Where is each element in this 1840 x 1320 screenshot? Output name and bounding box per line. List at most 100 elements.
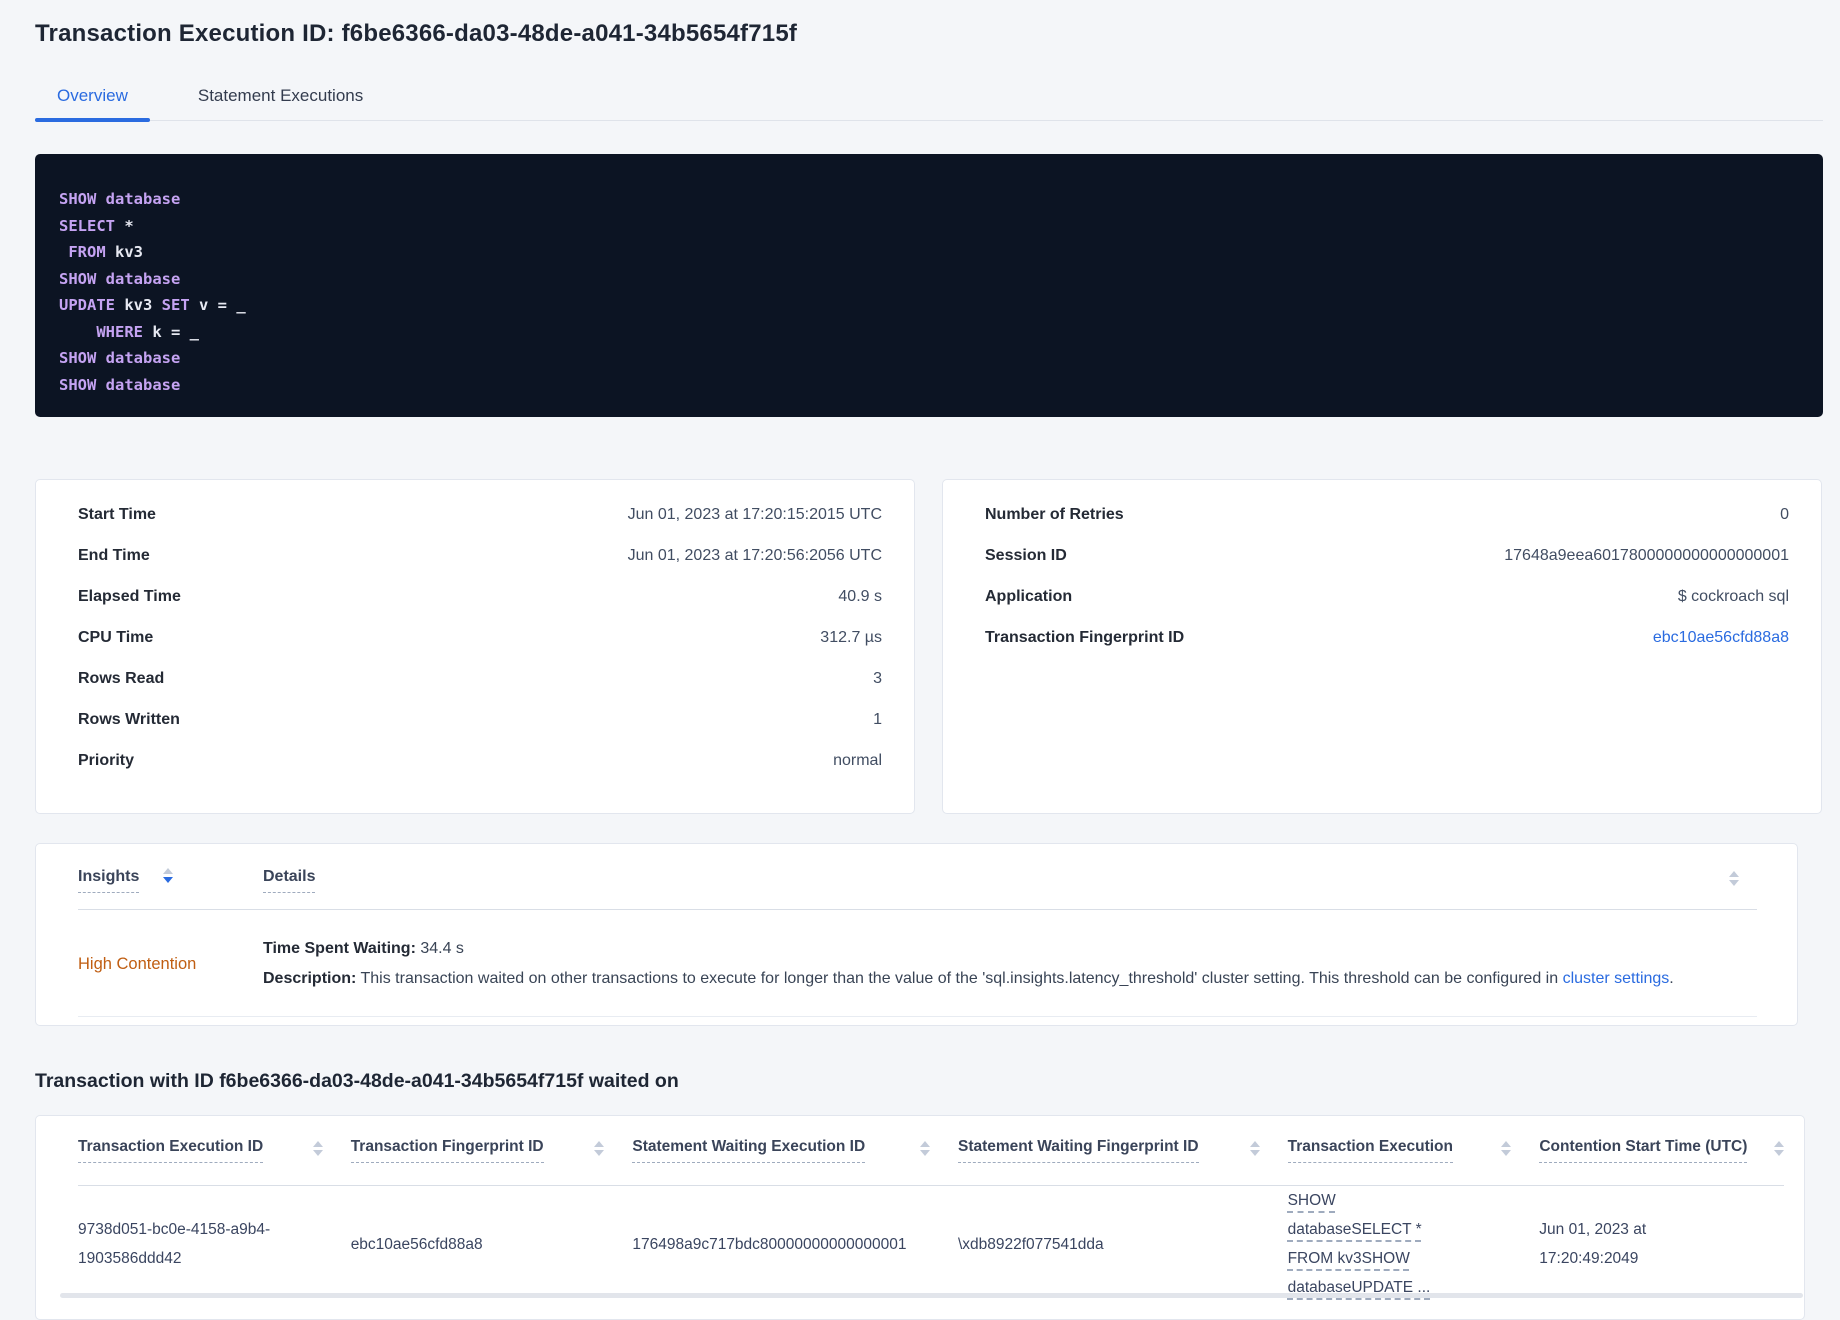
kv-row-start-time: Start Time Jun 01, 2023 at 17:20:15:2015…: [78, 506, 882, 547]
page-title: Transaction Execution ID: f6be6366-da03-…: [35, 20, 798, 47]
details-column-header[interactable]: Details: [263, 868, 316, 893]
cell-transaction-execution-id: 9738d051-bc0e-4158-a9b4-1903586ddd42: [78, 1221, 271, 1267]
sql-keyword: SHOW database: [59, 190, 181, 208]
time-spent-waiting-label: Time Spent Waiting:: [263, 940, 416, 957]
column-label[interactable]: Transaction Execution: [1287, 1138, 1453, 1163]
sort-arrows-icon[interactable]: [1774, 1141, 1784, 1156]
sort-arrows-icon[interactable]: [594, 1141, 605, 1156]
cell-statement-waiting-fingerprint-id: \xdb8922f077541dda: [957, 1235, 1104, 1253]
column-header-transaction-fingerprint-id[interactable]: Transaction Fingerprint ID: [350, 1138, 633, 1185]
sort-arrows-icon[interactable]: [312, 1141, 323, 1156]
kv-label: Rows Written: [78, 711, 180, 728]
sort-arrows-icon[interactable]: [919, 1141, 930, 1156]
kv-label: Session ID: [985, 547, 1067, 564]
sql-text: kv3: [115, 296, 162, 314]
kv-label: Transaction Fingerprint ID: [985, 629, 1185, 646]
sql-keyword: FROM: [59, 243, 106, 261]
horizontal-scrollbar[interactable]: [60, 1293, 1803, 1298]
cell-contention-start-time: Jun 01, 2023 at 17:20:49:2049: [1539, 1221, 1647, 1267]
waited-on-table: Transaction Execution ID Transaction Fin…: [35, 1115, 1805, 1320]
sql-keyword: SHOW database: [59, 375, 181, 394]
kv-value: 0: [1780, 506, 1789, 523]
sql-line: SHOW database: [59, 266, 1793, 293]
kv-row-end-time: End Time Jun 01, 2023 at 17:20:56:2056 U…: [78, 547, 882, 588]
insight-time-spent-waiting: Time Spent Waiting: 34.4 s: [263, 934, 1674, 964]
column-header-contention-start-time[interactable]: Contention Start Time (UTC): [1539, 1138, 1784, 1185]
sql-text: v = _: [189, 296, 246, 314]
kv-label: CPU Time: [78, 629, 154, 646]
tab-statement-executions[interactable]: Statement Executions: [176, 76, 385, 120]
column-label[interactable]: Contention Start Time (UTC): [1539, 1138, 1748, 1163]
kv-row-cpu-time: CPU Time 312.7 µs: [78, 629, 882, 670]
time-spent-waiting-value: 34.4 s: [420, 940, 464, 957]
sql-line: WHERE k = _: [59, 319, 1793, 346]
kv-row-priority: Priority normal: [78, 752, 882, 793]
column-header-transaction-execution-id[interactable]: Transaction Execution ID: [78, 1138, 351, 1185]
kv-label: Elapsed Time: [78, 588, 181, 605]
insight-row: High Contention Time Spent Waiting: 34.4…: [78, 910, 1757, 1017]
cell-statement-waiting-execution-id: 176498a9c717bdc80000000000000001: [632, 1235, 907, 1253]
sql-keyword: SET: [161, 296, 190, 314]
kv-label: Rows Read: [78, 670, 165, 687]
summary-card-left: Start Time Jun 01, 2023 at 17:20:15:2015…: [35, 479, 915, 814]
kv-row-application: Application $ cockroach sql: [985, 588, 1789, 629]
sort-arrows-icon[interactable]: [1729, 871, 1739, 886]
details-column-label[interactable]: Details: [263, 868, 316, 893]
tab-bar: Overview Statement Executions: [35, 76, 1823, 122]
transaction-fingerprint-link[interactable]: ebc10ae56cfd88a8: [1652, 629, 1789, 646]
kv-row-elapsed-time: Elapsed Time 40.9 s: [78, 588, 882, 629]
insights-table: Insights Details High Contention Time Sp…: [35, 843, 1798, 1026]
column-label[interactable]: Transaction Execution ID: [78, 1138, 264, 1163]
waited-on-heading: Transaction with ID f6be6366-da03-48de-a…: [35, 1070, 679, 1092]
kv-value: Jun 01, 2023 at 17:20:56:2056 UTC: [627, 547, 882, 564]
column-header-statement-waiting-execution-id[interactable]: Statement Waiting Execution ID: [632, 1138, 958, 1185]
description-suffix: .: [1669, 970, 1674, 987]
sort-arrows-icon[interactable]: [163, 868, 174, 883]
kv-value: Jun 01, 2023 at 17:20:15:2015 UTC: [627, 506, 882, 523]
sql-keyword: UPDATE: [59, 296, 115, 314]
column-label[interactable]: Transaction Fingerprint ID: [350, 1138, 544, 1163]
sql-text: *: [115, 216, 134, 235]
sql-line: SHOW database: [59, 186, 1793, 213]
tab-overview-label: Overview: [57, 86, 128, 105]
kv-row-transaction-fingerprint-id: Transaction Fingerprint ID ebc10ae56cfd8…: [985, 629, 1789, 670]
sql-text: kv3: [105, 243, 143, 261]
sql-line: UPDATE kv3 SET v = _: [59, 292, 1793, 319]
kv-value: 312.7 µs: [820, 629, 882, 646]
kv-value: 3: [873, 670, 882, 687]
sql-keyword: SELECT: [59, 216, 115, 235]
kv-label: End Time: [78, 547, 150, 564]
transaction-execution-link[interactable]: SHOW databaseSELECT * FROM kv3SHOW datab…: [1287, 1192, 1431, 1296]
column-label[interactable]: Statement Waiting Execution ID: [632, 1138, 866, 1163]
kv-label: Number of Retries: [985, 506, 1124, 523]
kv-value: 17648a9eea6017800000000000000001: [1504, 547, 1789, 564]
sql-line: SHOW database: [59, 372, 1793, 399]
cell-transaction-execution: SHOW databaseSELECT * FROM kv3SHOW datab…: [1288, 1186, 1540, 1302]
cell-transaction-fingerprint-id: ebc10ae56cfd88a8: [350, 1235, 483, 1253]
sql-text: k = _: [143, 322, 199, 341]
sql-line: SELECT *: [59, 213, 1793, 240]
kv-value: 1: [873, 711, 882, 728]
sql-statements-box: SHOW database SELECT * FROM kv3 SHOW dat…: [35, 154, 1823, 417]
sort-arrows-icon[interactable]: [1249, 1141, 1260, 1156]
summary-card-right: Number of Retries 0 Session ID 17648a9ee…: [942, 479, 1822, 814]
description-text: This transaction waited on other transac…: [360, 970, 1559, 987]
summary-cards-row: Start Time Jun 01, 2023 at 17:20:15:2015…: [35, 479, 1840, 814]
cluster-settings-link[interactable]: cluster settings: [1562, 970, 1670, 987]
column-header-statement-waiting-fingerprint-id[interactable]: Statement Waiting Fingerprint ID: [957, 1138, 1288, 1185]
kv-value: normal: [833, 752, 882, 769]
tab-overview[interactable]: Overview: [35, 76, 150, 122]
insights-table-header: Insights Details: [78, 844, 1757, 910]
kv-row-number-of-retries: Number of Retries 0: [985, 506, 1789, 547]
kv-label: Application: [985, 588, 1073, 605]
insights-column-label[interactable]: Insights: [78, 868, 140, 893]
sort-arrows-icon[interactable]: [1501, 1141, 1512, 1156]
column-header-transaction-execution[interactable]: Transaction Execution: [1287, 1138, 1540, 1185]
kv-row-rows-written: Rows Written 1: [78, 711, 882, 752]
insights-column-header[interactable]: Insights: [78, 868, 241, 893]
waited-on-table-header: Transaction Execution ID Transaction Fin…: [78, 1116, 1784, 1186]
column-label[interactable]: Statement Waiting Fingerprint ID: [957, 1138, 1199, 1163]
high-contention-badge: High Contention: [78, 954, 197, 973]
sql-keyword: WHERE: [59, 322, 143, 341]
